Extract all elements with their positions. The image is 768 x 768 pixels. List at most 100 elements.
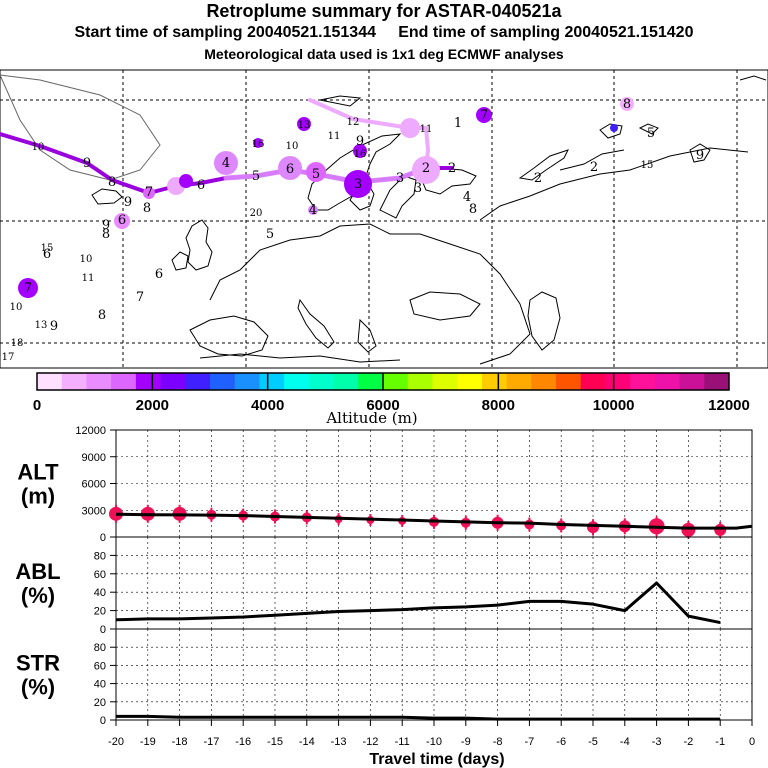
map-label: 4 [222,156,230,171]
map-label: 2 [590,160,598,175]
map-label: 7 [480,108,488,123]
panel-ylabel-unit: (%) [21,675,55,700]
x-tick-label: -8 [493,736,503,748]
colorbar-swatch [358,373,384,390]
colorbar-tick-label: 10000 [593,397,635,414]
colorbar-tick-label: 6000 [366,397,399,414]
map-label: 5 [312,167,320,182]
map-label: 9 [356,134,364,149]
panel-ylabel: ABL [15,559,60,584]
plume-circle [353,144,367,158]
plume-circle [18,278,38,298]
y-tick-label: 80 [94,550,106,562]
map-label: 11 [420,124,433,135]
y-tick-label: 0 [100,624,106,636]
x-tick-label: -16 [235,736,251,748]
y-tick-label: 60 [94,660,106,672]
x-tick-label: -14 [299,736,315,748]
map-label: 10 [80,254,93,265]
map-label: 8 [623,97,631,112]
plume-circle [253,138,263,148]
x-tick-label: -2 [684,736,694,748]
map-label: 10 [10,302,23,313]
map-label: 6 [286,162,294,177]
colorbar-swatch [407,373,433,390]
x-tick-label: -18 [172,736,188,748]
series-line-alt [115,512,753,530]
map-label: 6 [155,267,163,282]
y-tick-label: 40 [94,679,106,691]
colorbar-tick-label: 2000 [136,397,169,414]
map-label: 2 [422,161,430,176]
plume-circle [476,107,492,123]
map-label: 3 [396,171,404,186]
colorbar-swatch [531,373,557,390]
altitude-marker [714,523,727,536]
panel-ylabel: STR [16,651,60,676]
series-line-str [116,714,721,721]
map-label: 9 [696,148,704,163]
map-label: 4 [309,203,317,218]
x-axis-label: Travel time (days) [369,751,504,768]
colorbar-swatch [259,373,285,390]
colorbar-swatch [506,373,532,390]
map-label: 11 [328,131,341,142]
map-label: 8 [469,202,477,217]
map-label: 5 [647,126,655,141]
y-tick-label: 80 [94,642,106,654]
plume-circle [620,97,634,111]
colorbar-swatch [383,373,409,390]
x-tick-label: -7 [525,736,535,748]
colorbar-swatch [333,373,359,390]
plume-circle [412,156,440,184]
x-tick-label: -1 [715,736,725,748]
x-axis-ticks: -20 -19 -18 -17 -16 -15 -14 -13 -12 -11 -10 -9 -8 -7-… [108,720,755,748]
panel-alt: 0 3000 6000 9000 12000 ALT(m) [17,425,753,544]
altitude-colorbar: 0 2000 4000 6000 8000 10000 12000 [33,372,750,414]
series-line-abl [115,581,721,625]
colorbar-swatch [111,373,137,390]
colorbar-swatch [284,373,310,390]
map-label: 9 [50,319,58,334]
colorbar-swatch [605,373,631,390]
map-label: 7 [24,281,32,296]
meteo-data-subtitle: Meteorological data used is 1x1 deg ECMW… [204,46,564,62]
plume-circle [400,118,420,138]
map-label: 5 [266,227,274,242]
map-label: 17 [2,352,15,363]
x-tick-label: -10 [426,736,442,748]
colorbar-swatch [37,373,63,390]
y-tick-label: 6000 [82,479,106,491]
colorbar-swatch [481,373,508,390]
map-label: 8 [108,175,116,190]
map-label: 5 [252,169,260,184]
map-label: 2 [534,171,542,186]
colorbar-swatch [556,373,582,390]
map-coastlines [0,74,767,365]
colorbar-swatch [457,373,483,390]
x-tick-label: -15 [267,736,283,748]
panel-str: 0 20 40 60 80 STR(%) [16,628,753,727]
x-tick-label: -17 [203,736,219,748]
colorbar-swatch [704,373,730,390]
colorbar-swatch [160,373,186,390]
x-tick-label: -11 [395,736,410,748]
plume-circle [306,162,326,182]
altitude-marker [587,521,599,534]
colorbar-swatch [234,373,260,390]
map-label: 11 [82,273,95,284]
colorbar-label: Altitude (m) [325,409,417,427]
panel-ylabel-unit: (m) [21,484,55,509]
plume-circle [610,124,618,132]
altitude-marker [109,506,123,521]
x-tick-label: -9 [461,736,471,748]
y-tick-label: 3000 [82,505,106,517]
map-label: 16 [354,149,367,160]
map-frame [0,69,768,369]
plume-circle [114,213,130,229]
map-label: 16 [252,139,265,150]
map-label: 10 [286,141,299,152]
plume-circles [18,97,634,298]
